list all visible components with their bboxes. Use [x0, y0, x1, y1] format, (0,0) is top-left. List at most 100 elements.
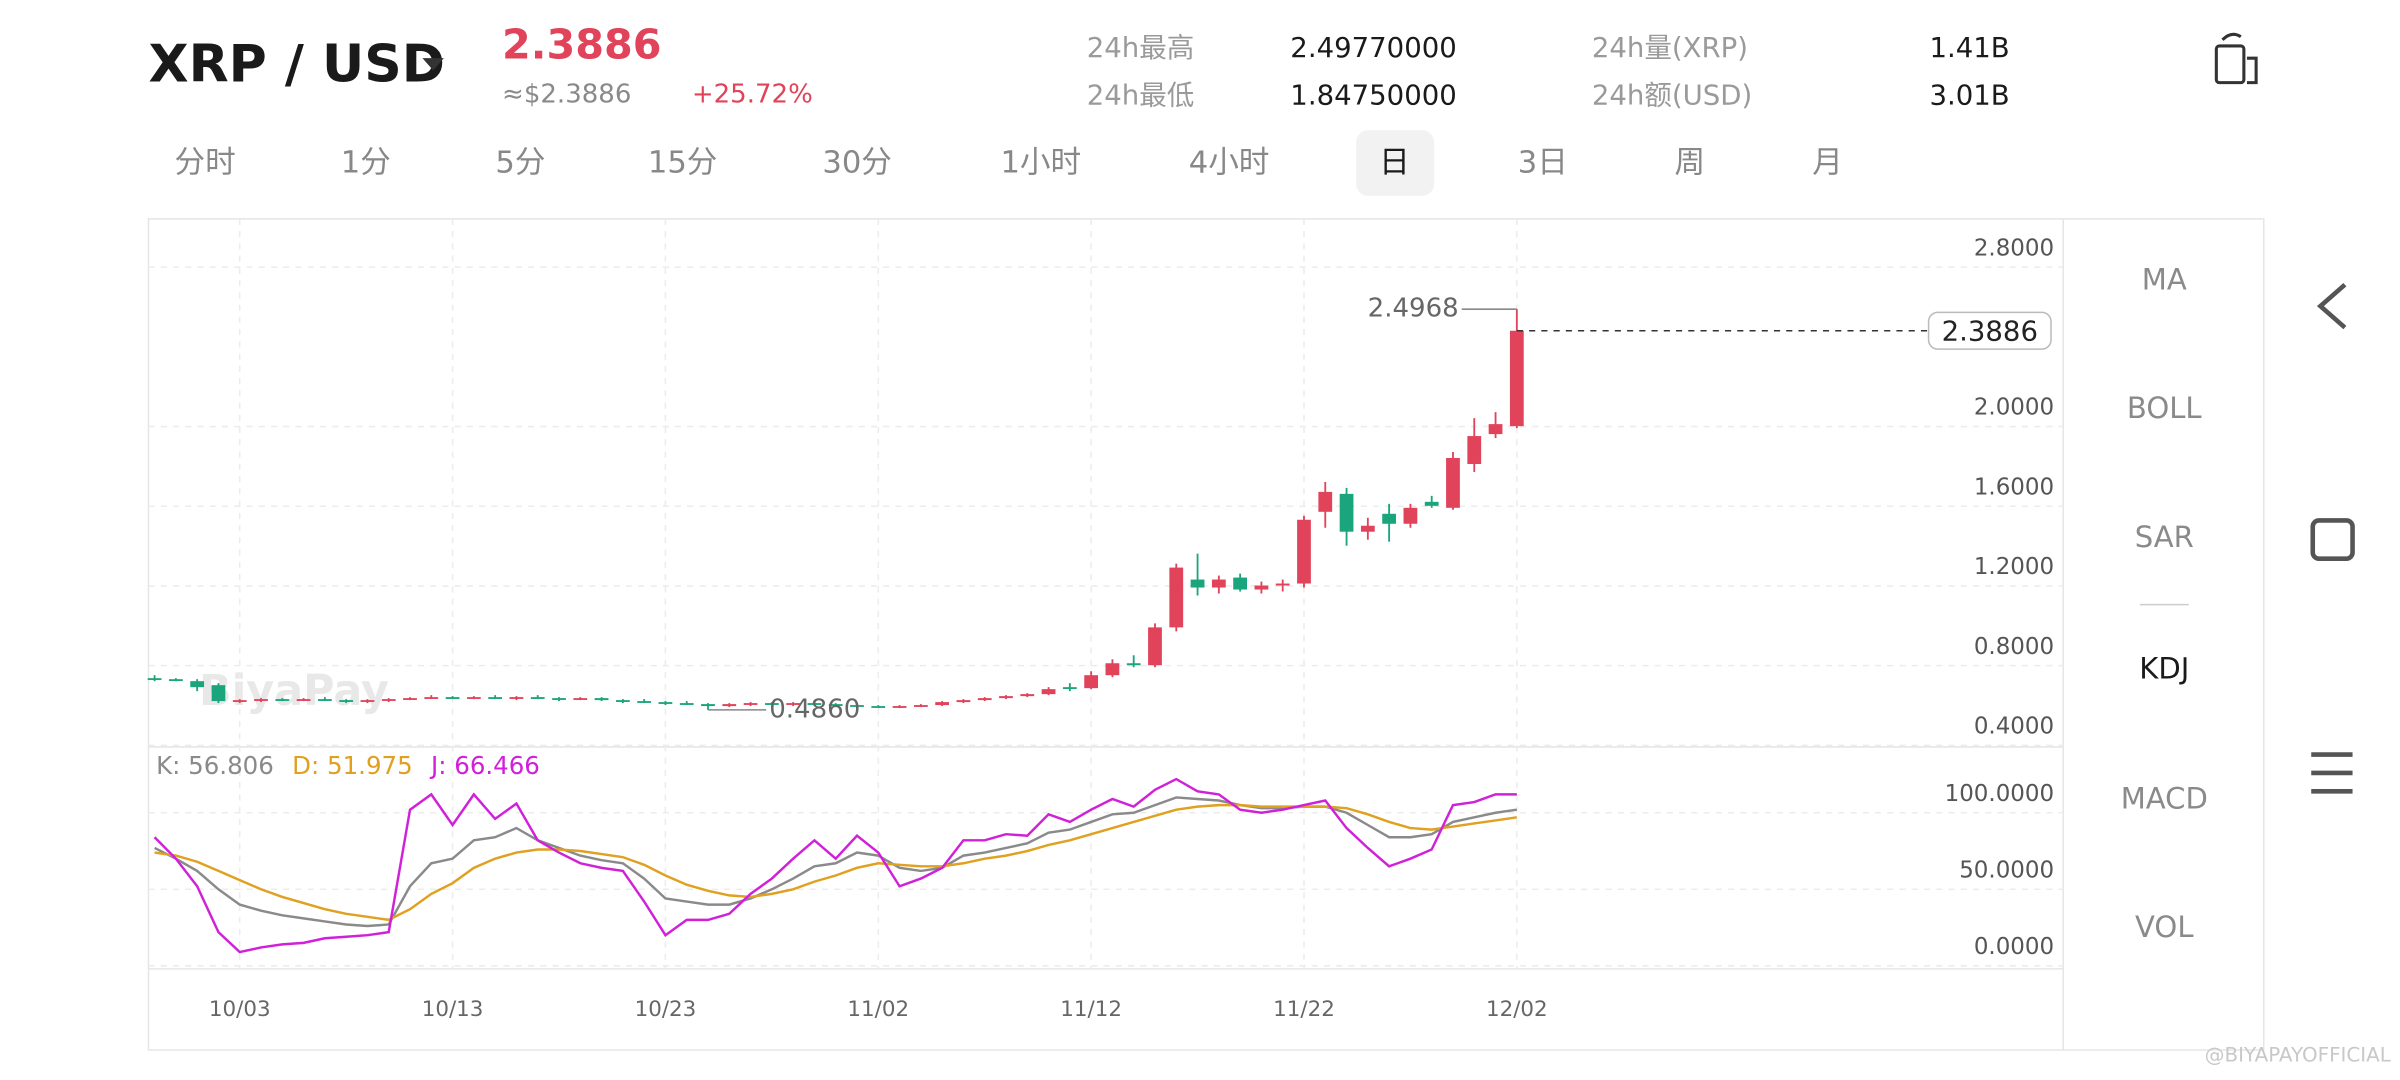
candle-body — [317, 699, 332, 701]
candle-body — [1105, 663, 1120, 676]
candle-body — [168, 679, 183, 682]
kdj-tick-label: 100.0000 — [1945, 781, 2054, 807]
y-tick-label: 0.8000 — [1974, 634, 2054, 660]
indicator-button[interactable]: BOLL — [2127, 391, 2203, 425]
candle-body — [828, 704, 843, 706]
candle-body — [615, 700, 630, 702]
candle-body — [1148, 627, 1162, 666]
y-tick-label: 2.0000 — [1974, 395, 2054, 421]
candle-body — [1041, 689, 1056, 695]
candle-body — [1360, 525, 1375, 532]
candle-body — [573, 698, 588, 700]
candle-body — [1020, 694, 1035, 697]
timeframe-tab[interactable]: 月 — [1812, 145, 1843, 180]
stat-label: 24h最高 — [1087, 32, 1195, 64]
candle-body — [466, 697, 481, 699]
kdj-legend: K: 56.806 — [156, 751, 274, 780]
indicator-button[interactable]: MACD — [2121, 782, 2208, 816]
candle-body — [381, 699, 396, 701]
candle-body — [211, 685, 226, 702]
candle-body — [1467, 436, 1482, 464]
candle-body — [871, 706, 886, 708]
nav-menu[interactable] — [2311, 752, 2353, 794]
candle-body — [1318, 491, 1333, 512]
candle-body — [1190, 579, 1205, 588]
candle-body — [1446, 457, 1460, 508]
candle-body — [530, 697, 545, 699]
candle-body — [679, 703, 694, 705]
candle-body — [296, 699, 311, 701]
candle-body — [1382, 513, 1397, 524]
candle-body — [594, 698, 609, 701]
timeframe-tab[interactable]: 1小时 — [1000, 145, 1081, 180]
candle-body — [190, 681, 205, 688]
candle-body — [1233, 577, 1248, 590]
candle-body — [339, 700, 354, 702]
candle-body — [1509, 330, 1524, 427]
y-tick-label: 1.2000 — [1974, 554, 2054, 580]
pair[interactable]: XRP / USD — [148, 34, 444, 94]
candle-body — [743, 703, 758, 705]
candle-body — [1339, 493, 1354, 532]
low-label: 0.4860 — [769, 694, 860, 724]
nav-home-icon — [2310, 518, 2355, 561]
candle-body — [722, 704, 737, 707]
indicator-button[interactable]: VOL — [2135, 910, 2194, 944]
candle-body — [1169, 567, 1184, 628]
y-tick-label: 1.6000 — [1974, 474, 2054, 500]
x-tick-label: 10/03 — [209, 997, 271, 1022]
kdj-legend: D: 51.975 — [292, 751, 412, 780]
candle-body — [637, 701, 652, 703]
candle-body — [764, 703, 779, 705]
timeframe-tab[interactable]: 分时 — [174, 145, 235, 180]
candle-body — [786, 703, 801, 705]
candle-body — [1211, 579, 1226, 588]
candle-body — [275, 699, 290, 701]
candle-body — [254, 699, 268, 701]
indicator-button[interactable]: MA — [2142, 263, 2187, 297]
x-tick-label: 10/23 — [635, 997, 697, 1022]
pair-dropdown[interactable] — [422, 58, 444, 71]
nav-back[interactable] — [2316, 282, 2347, 330]
candle-body — [892, 706, 907, 708]
indicator-button[interactable]: KDJ — [2139, 651, 2189, 685]
candle-body — [956, 700, 971, 703]
rotate-icon-body — [2214, 44, 2246, 85]
timeframe-tab[interactable]: 3日 — [1518, 145, 1568, 180]
kdj-legend: J: 66.466 — [429, 751, 540, 780]
candle-body — [913, 705, 928, 707]
rotate-icon-arrow — [2221, 32, 2242, 41]
kdj-tick-label: 50.0000 — [1959, 857, 2054, 883]
candle-body — [360, 700, 375, 702]
approx-price: ≈$2.3886 — [502, 79, 631, 109]
candle-body — [509, 697, 524, 699]
indicator-button[interactable]: SAR — [2135, 520, 2194, 554]
x-tick-label: 11/12 — [1060, 997, 1122, 1022]
timeframe-tab[interactable]: 日 — [1379, 145, 1410, 180]
rotate-icon[interactable] — [2214, 32, 2258, 85]
x-tick-label: 10/13 — [422, 997, 484, 1022]
kdj-tick-label: 0.0000 — [1974, 934, 2054, 960]
rotate-icon-side — [2246, 56, 2258, 85]
y-tick-label: 2.8000 — [1974, 235, 2054, 261]
candle-body — [1254, 585, 1269, 590]
timeframe-tab[interactable]: 15分 — [648, 145, 718, 180]
x-tick-label: 12/02 — [1486, 997, 1548, 1022]
timeframe-tab[interactable]: 1分 — [341, 145, 391, 180]
stat-label: 24h最低 — [1087, 79, 1195, 111]
last-price-label: 2.3886 — [1942, 315, 2038, 347]
candle-body — [232, 700, 247, 702]
candle-body — [1403, 507, 1418, 524]
price: 2.3886 — [502, 20, 661, 68]
timeframe-tab[interactable]: 30分 — [822, 145, 892, 180]
candle-body — [1297, 519, 1311, 584]
stat-label: 24h额(USD) — [1592, 79, 1752, 111]
nav-home[interactable] — [2310, 518, 2355, 561]
candle-body — [1275, 583, 1290, 586]
timeframe-tab[interactable]: 5分 — [495, 145, 545, 180]
timeframe-tab[interactable]: 周 — [1674, 145, 1705, 180]
candle-body — [658, 702, 673, 704]
timeframe-tab[interactable]: 4小时 — [1189, 145, 1270, 180]
